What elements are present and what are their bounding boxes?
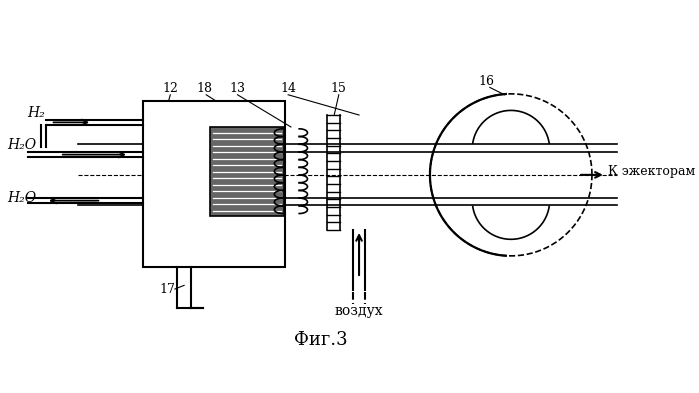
Text: 15: 15 [331, 82, 347, 95]
Text: 13: 13 [229, 82, 245, 95]
Text: 18: 18 [196, 82, 212, 95]
Text: 16: 16 [478, 75, 494, 88]
Text: H₂: H₂ [28, 106, 45, 120]
Text: Фиг.3: Фиг.3 [294, 331, 348, 349]
Text: 14: 14 [280, 82, 296, 95]
Bar [210, 127, 284, 216]
Text: H₂O: H₂O [8, 191, 36, 206]
Text: 12: 12 [162, 82, 178, 95]
Bar [143, 101, 285, 267]
Text: К эжекторам: К эжекторам [607, 165, 695, 178]
Text: воздух: воздух [335, 304, 383, 318]
Text: 17: 17 [159, 283, 175, 296]
Text: H₂O: H₂O [8, 138, 36, 152]
